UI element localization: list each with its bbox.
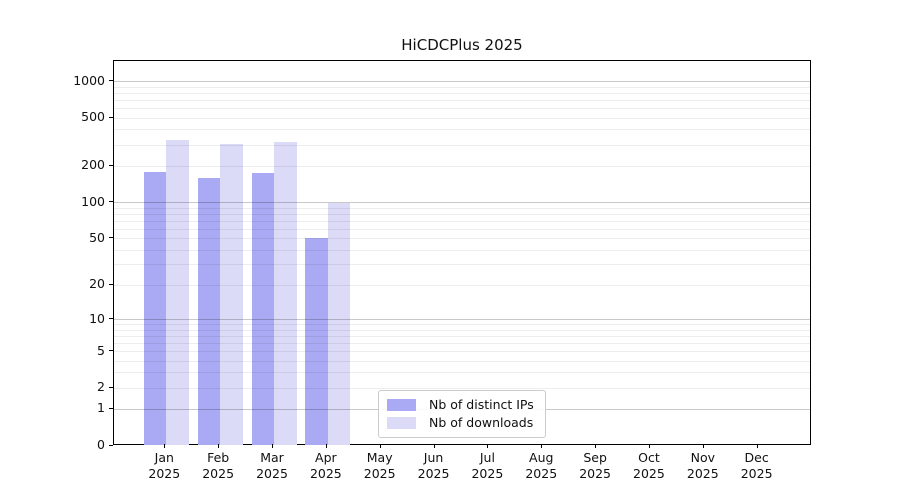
- minor-gridline-600: [114, 108, 810, 110]
- x-tick-label-jun: Jun 2025: [417, 450, 450, 481]
- major-gridline-1000: [114, 81, 810, 83]
- minor-gridline-9: [114, 324, 810, 326]
- x-tick-label-jul: Jul 2025: [471, 450, 504, 481]
- bar-distinct-ips-apr: [305, 238, 328, 445]
- minor-gridline-40: [114, 249, 810, 251]
- minor-gridline-900: [114, 86, 810, 88]
- y-tick-0: [109, 444, 113, 446]
- minor-gridline-3: [114, 372, 810, 374]
- x-tick-nov: [702, 444, 704, 448]
- x-tick-label-feb: Feb 2025: [202, 450, 235, 481]
- minor-gridline-50: [114, 238, 810, 240]
- x-tick-mar: [272, 444, 273, 448]
- x-tick-jun: [433, 444, 435, 448]
- x-tick-label-sep: Sep 2025: [579, 450, 611, 481]
- x-tick-label-oct: Oct 2025: [633, 450, 665, 481]
- x-tick-label-jan: Jan 2025: [148, 450, 181, 481]
- legend-swatch-distinct-ips-icon: [387, 399, 416, 411]
- y-tick-label-100: 100: [81, 193, 105, 209]
- y-tick-label-2: 2: [97, 379, 105, 395]
- x-tick-jul: [487, 444, 489, 448]
- x-tick-sep: [595, 444, 597, 448]
- y-tick-label-20: 20: [89, 276, 105, 292]
- x-tick-apr: [325, 444, 327, 448]
- legend-label-distinct-ips: Nb of distinct IPs: [429, 397, 534, 412]
- y-tick-1: [109, 407, 113, 409]
- minor-gridline-400: [114, 129, 810, 131]
- minor-gridline-4: [114, 360, 810, 362]
- y-tick-label-500: 500: [81, 109, 105, 125]
- y-tick-label-1000: 1000: [73, 72, 105, 88]
- bar-distinct-ips-jan: [143, 172, 167, 445]
- chart-title: HiCDCPlus 2025: [401, 36, 523, 54]
- minor-gridline-8: [114, 329, 810, 331]
- minor-gridline-20: [114, 284, 810, 286]
- bar-downloads-apr: [327, 203, 351, 445]
- x-tick-dec: [756, 444, 758, 448]
- minor-gridline-2: [114, 387, 810, 389]
- bar-downloads-feb: [220, 143, 243, 445]
- x-tick-label-aug: Aug 2025: [525, 450, 558, 481]
- y-tick-200: [109, 164, 113, 166]
- legend: Nb of distinct IPs Nb of downloads: [378, 390, 546, 438]
- x-tick-feb: [218, 444, 220, 448]
- major-gridline-10: [114, 319, 810, 321]
- bar-distinct-ips-feb: [197, 177, 221, 445]
- y-tick-5: [109, 350, 113, 352]
- legend-item-downloads: Nb of downloads: [387, 415, 537, 431]
- minor-gridline-700: [114, 100, 810, 102]
- plot-area: [113, 60, 811, 445]
- x-tick-label-apr: Apr 2025: [309, 450, 342, 481]
- y-tick-100: [109, 201, 113, 203]
- y-tick-10: [109, 318, 113, 320]
- y-tick-1000: [109, 80, 113, 82]
- x-tick-label-dec: Dec 2025: [740, 450, 773, 481]
- minor-gridline-800: [114, 92, 810, 94]
- minor-gridline-200: [114, 165, 810, 167]
- legend-item-distinct-ips: Nb of distinct IPs: [387, 397, 537, 413]
- x-tick-aug: [541, 444, 543, 448]
- major-gridline-100: [114, 202, 810, 204]
- y-tick-label-50: 50: [89, 229, 105, 245]
- minor-gridline-7: [114, 335, 810, 337]
- minor-gridline-90: [114, 207, 810, 209]
- y-tick-50: [109, 237, 113, 239]
- x-tick-jan: [164, 444, 166, 448]
- bar-downloads-jan: [166, 139, 189, 445]
- minor-gridline-80: [114, 213, 810, 215]
- y-tick-label-10: 10: [89, 310, 105, 326]
- minor-gridline-300: [114, 144, 810, 146]
- y-tick-label-200: 200: [81, 157, 105, 173]
- x-tick-label-mar: Mar 2025: [256, 450, 288, 481]
- legend-label-downloads: Nb of downloads: [429, 415, 534, 430]
- x-tick-may: [379, 444, 381, 448]
- y-tick-label-5: 5: [97, 342, 105, 358]
- legend-swatch-downloads-icon: [387, 417, 416, 429]
- y-tick-500: [109, 116, 113, 118]
- x-tick-oct: [648, 444, 650, 448]
- y-tick-20: [109, 283, 113, 285]
- y-tick-2: [109, 386, 113, 388]
- minor-gridline-5: [114, 351, 810, 353]
- minor-gridline-60: [114, 228, 810, 230]
- minor-gridline-500: [114, 117, 810, 119]
- y-tick-label-1: 1: [97, 400, 105, 416]
- minor-gridline-70: [114, 220, 810, 222]
- x-tick-label-may: May 2025: [363, 450, 396, 481]
- y-tick-label-0: 0: [97, 437, 105, 452]
- bar-downloads-mar: [274, 141, 297, 445]
- minor-gridline-6: [114, 342, 810, 344]
- x-tick-label-nov: Nov 2025: [686, 450, 719, 481]
- minor-gridline-30: [114, 264, 810, 266]
- bar-distinct-ips-mar: [251, 172, 274, 445]
